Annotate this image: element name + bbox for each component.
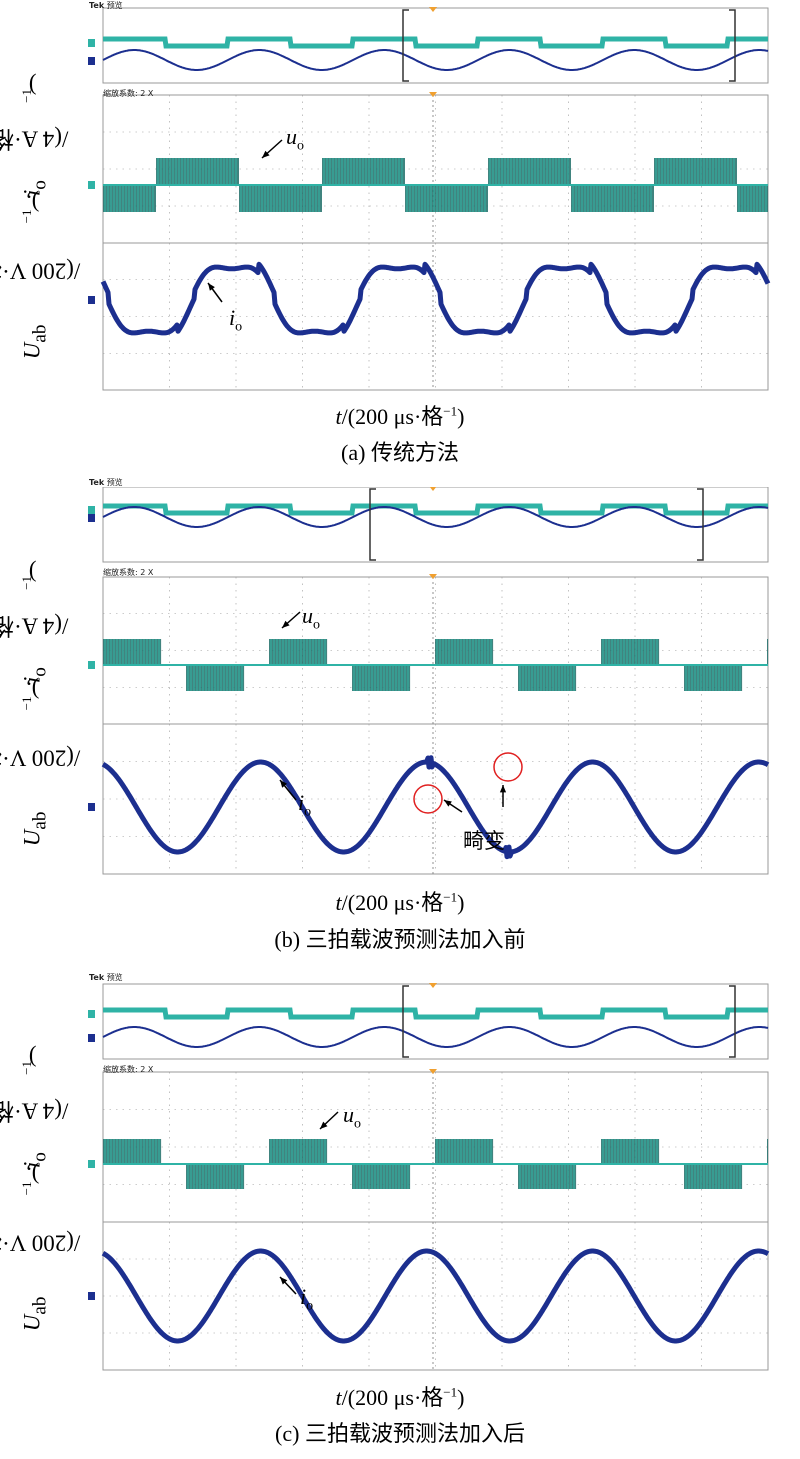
uo-annotation: uo (343, 1102, 361, 1132)
channel-1-marker (88, 506, 95, 514)
channel-2-marker (88, 1292, 95, 1300)
overview-current-trace (102, 1026, 769, 1048)
trigger-marker (429, 7, 437, 12)
y-axis-label: Uab/(200 V·格−1), io/(4 A·格−1) (0, 1044, 81, 1331)
annotation-arrowhead (320, 1121, 328, 1129)
tek-preview-label: Tek 预览 (89, 1, 123, 10)
annotation-arrowhead (262, 150, 270, 158)
annotation-arrowhead (280, 1277, 288, 1285)
zoom-bracket-right (729, 9, 736, 82)
channel-1-marker (88, 39, 95, 47)
zoom-bracket-right (729, 985, 736, 1058)
overview-current-trace (102, 506, 769, 528)
scope-screen-b (88, 487, 770, 875)
panel-caption: (a) 传统方法 (341, 440, 459, 465)
channel-1-marker (88, 181, 95, 189)
zoom-bracket-right (697, 488, 704, 561)
zoom-factor-label: 缩放系数: 2 X (103, 89, 154, 98)
zoom-bracket-left (402, 9, 409, 82)
channel-1-marker (88, 1010, 95, 1018)
zoom-bracket-left (402, 985, 409, 1058)
scope-screen-a (88, 7, 771, 391)
overview-voltage-trace (103, 36, 768, 49)
voltage-pwm-block (767, 639, 768, 665)
trigger-marker (429, 487, 437, 491)
uo-annotation: uo (286, 124, 304, 154)
tek-preview-label: Tek 预览 (89, 478, 123, 487)
trigger-marker (429, 983, 437, 988)
distortion-circle (493, 752, 523, 782)
panel-caption: (c) 三拍载波预测法加入后 (275, 1421, 525, 1446)
overview-voltage-trace (103, 503, 768, 516)
overview-voltage-trace (103, 1007, 768, 1020)
io-annotation: io (229, 305, 243, 335)
channel-2-marker (88, 803, 95, 811)
panel-caption: (b) 三拍载波预测法加入前 (274, 927, 526, 952)
x-axis-label: t/(200 μs·格−1) (335, 1384, 465, 1410)
io-annotation: io (300, 1284, 314, 1314)
channel-1-marker (88, 1160, 95, 1168)
uo-annotation: uo (302, 603, 320, 633)
current-trace (101, 755, 770, 860)
channel-1-marker (88, 661, 95, 669)
y-axis-label: Uab/(200 V·格−1), io/(4 A·格−1) (0, 72, 81, 359)
channel-2-marker (88, 1034, 95, 1042)
tek-preview-label: Tek 预览 (89, 973, 123, 982)
panel-b: Tek 预览 缩放系数: 2 X Uab/(200 V·格−1), io/(4 … (0, 478, 800, 974)
zoom-bracket-left (369, 488, 376, 561)
trigger-marker (429, 1069, 437, 1074)
distortion-label: 畸变 (463, 829, 505, 853)
channel-2-marker (88, 296, 95, 304)
trigger-marker (429, 92, 437, 97)
scope-screen-c (88, 983, 770, 1371)
annotation-arrowhead (280, 780, 288, 788)
channel-2-marker (88, 57, 95, 65)
io-annotation: io (298, 790, 312, 820)
x-axis-label: t/(200 μs·格−1) (335, 889, 465, 915)
current-trace (100, 261, 771, 336)
panel-a: Tek 预览 缩放系数: 2 X Uab/(200 V·格−1), io/(4 … (0, 0, 800, 487)
zoom-factor-label: 缩放系数: 2 X (103, 568, 154, 577)
trigger-marker (429, 574, 437, 579)
annotation-arrowhead (282, 620, 290, 628)
annotation-arrowhead (499, 785, 507, 793)
voltage-pwm-block (767, 1139, 768, 1164)
current-trace (101, 1248, 770, 1344)
distortion-circle (413, 784, 443, 814)
zoom-factor-label: 缩放系数: 2 X (103, 1065, 154, 1074)
panel-c: Tek 预览 缩放系数: 2 X Uab/(200 V·格−1), io/(4 … (0, 972, 800, 1459)
x-axis-label: t/(200 μs·格−1) (335, 403, 465, 429)
annotation-arrowhead (444, 800, 452, 807)
overview-frame (102, 983, 769, 1060)
overview-current-trace (102, 49, 769, 71)
channel-2-marker (88, 514, 95, 522)
annotation-arrowhead (208, 283, 215, 291)
y-axis-label: Uab/(200 V·格−1), io/(4 A·格−1) (0, 559, 81, 846)
